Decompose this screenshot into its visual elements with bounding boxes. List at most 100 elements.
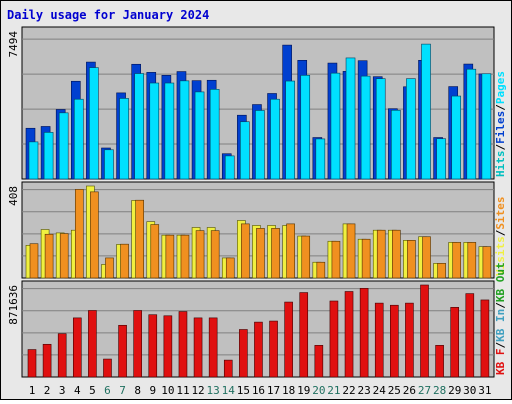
bar-sites: [467, 242, 477, 279]
legend-entry: /: [494, 302, 507, 309]
x-tick-label: 25: [388, 384, 401, 397]
legend-entry: Hits: [494, 151, 507, 178]
x-tick-label: 26: [403, 384, 416, 397]
x-tick-label: 7: [119, 384, 126, 397]
legend-entry: KB Out: [494, 262, 507, 302]
legend-text: KB F/KB In/KB Out: [494, 262, 507, 375]
x-tick-label: 1: [29, 384, 36, 397]
x-tick-label: 20: [312, 384, 325, 397]
bar-kbf: [223, 359, 233, 378]
x-axis-labels: 1 2 3 4 5 6 7 8 9 10 11 12 13 14 15 16 17 18 19 20 21 22 23 24 2…: [29, 384, 492, 397]
legend-entry: Sites: [494, 197, 507, 230]
bar-pages: [28, 141, 39, 180]
bar-kbf: [88, 310, 97, 378]
legend-entry: /: [494, 104, 507, 111]
x-tick-label: 27: [418, 384, 431, 397]
legend-entry: Files: [494, 111, 507, 144]
bar-kbf: [57, 333, 67, 378]
bar-sites: [331, 240, 341, 279]
bar-sites: [407, 240, 416, 279]
bar-kbf: [314, 345, 324, 378]
bar-sites: [74, 189, 84, 279]
bar-kbf: [420, 284, 429, 378]
bar-kbf: [254, 321, 263, 378]
x-tick-label: 3: [59, 384, 66, 397]
bar-sites: [452, 242, 462, 279]
x-tick-label: 22: [342, 384, 355, 397]
x-tick-label: 23: [358, 384, 371, 397]
bars-middle: [25, 185, 492, 279]
bar-sites: [392, 229, 401, 279]
ymax-label-middle: 408: [7, 186, 20, 206]
bar-pages: [43, 132, 54, 180]
bar-sites: [180, 234, 190, 279]
bar-kbf: [163, 315, 173, 378]
bar-pages: [421, 43, 431, 180]
bar-pages: [300, 75, 311, 180]
bar-pages: [285, 80, 295, 180]
bar-pages: [73, 98, 84, 180]
bar-pages: [179, 80, 190, 180]
bar-pages: [58, 112, 69, 180]
bar-sites: [120, 243, 129, 279]
bar-kbf: [193, 317, 203, 378]
bar-pages: [315, 138, 326, 180]
bar-pages: [104, 149, 114, 180]
legend-entry: /: [494, 342, 507, 349]
x-tick-label: 9: [149, 384, 156, 397]
x-tick-label: 4: [74, 384, 81, 397]
bar-sites: [195, 230, 205, 279]
x-tick-label: 8: [134, 384, 141, 397]
bar-sites: [316, 261, 326, 279]
bar-kbf: [269, 320, 278, 378]
bar-kbf: [133, 310, 142, 378]
legend-entry: /: [494, 144, 507, 151]
x-tick-label: 29: [448, 384, 461, 397]
bar-pages: [375, 78, 386, 180]
bar-pages: [240, 121, 250, 180]
bar-kbf: [178, 311, 188, 378]
bar-kbf: [390, 304, 399, 378]
x-tick-label: 21: [327, 384, 340, 397]
bar-pages: [330, 72, 341, 180]
bar-sites: [482, 246, 492, 279]
bar-kbf: [344, 291, 354, 378]
bar-sites: [135, 199, 144, 279]
bar-pages: [270, 98, 280, 180]
bar-kbf: [299, 292, 309, 378]
bar-kbf: [208, 317, 218, 378]
bar-pages: [255, 110, 265, 180]
bar-sites: [29, 243, 39, 279]
bar-sites: [286, 223, 295, 279]
bar-pages: [164, 82, 175, 180]
x-tick-label: 6: [104, 384, 111, 397]
chart-title: Daily usage for January 2024: [7, 8, 209, 22]
bar-sites: [44, 233, 54, 279]
bar-sites: [437, 263, 446, 279]
legend-text: Visits/Sites: [494, 197, 507, 277]
x-tick-label: 19: [297, 384, 310, 397]
bar-sites: [210, 230, 220, 279]
bar-pages: [194, 91, 205, 180]
legend-entry: /: [494, 229, 507, 236]
legend-middle: Visits/Sites: [494, 197, 507, 277]
bar-sites: [422, 236, 431, 279]
bar-sites: [241, 223, 250, 279]
bar-pages: [466, 68, 477, 180]
bar-pages: [406, 78, 416, 180]
x-tick-label: 14: [222, 384, 236, 397]
bar-kbf: [480, 299, 490, 378]
bar-kbf: [118, 324, 127, 378]
bar-pages: [391, 109, 401, 180]
bar-pages: [134, 73, 144, 180]
bar-pages: [436, 138, 446, 180]
legend-entry: Pages: [494, 71, 507, 104]
bar-kbf: [72, 317, 82, 378]
x-tick-label: 28: [433, 384, 446, 397]
bar-pages: [481, 73, 492, 180]
legend-bottom: KB F/KB In/KB Out: [494, 262, 507, 375]
x-tick-label: 31: [478, 384, 491, 397]
bar-sites: [90, 191, 99, 279]
bar-kbf: [284, 301, 293, 378]
bar-kbf: [465, 293, 475, 378]
